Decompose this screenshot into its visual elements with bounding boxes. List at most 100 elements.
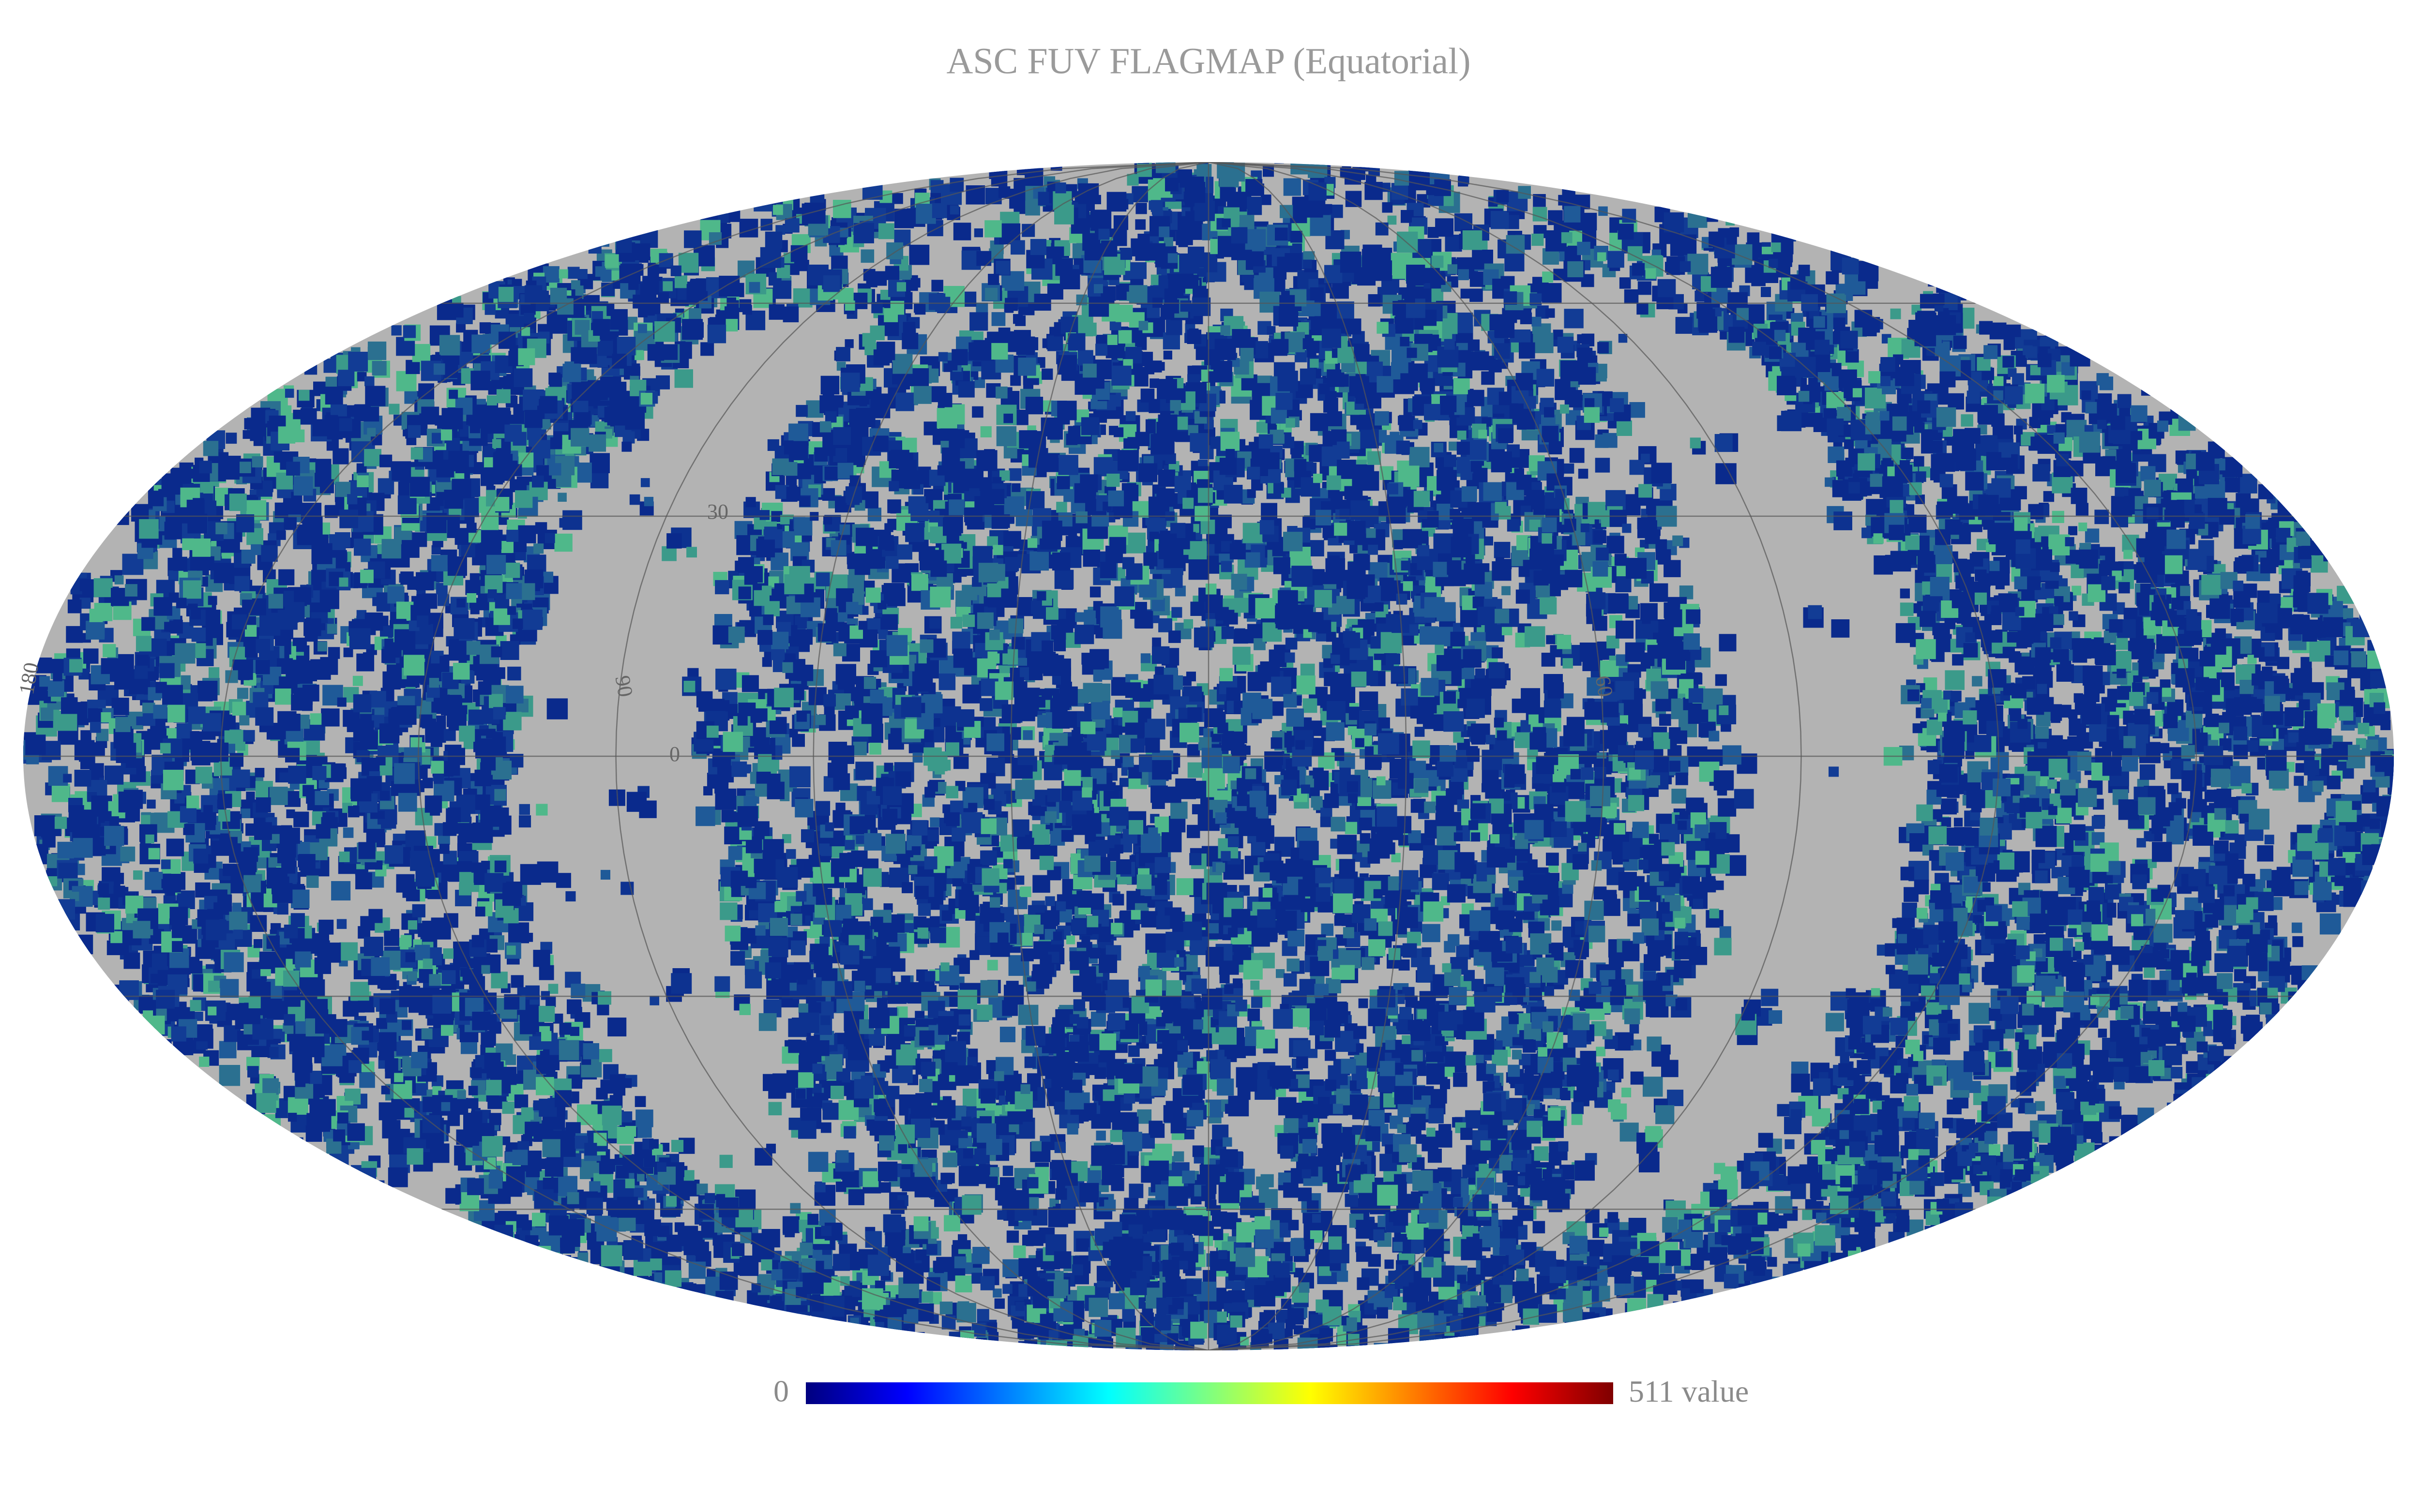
coverage-pixel bbox=[1873, 1257, 1883, 1267]
coverage-pixel bbox=[443, 729, 456, 741]
coverage-pixel bbox=[949, 1332, 960, 1343]
coverage-pixel bbox=[627, 1285, 640, 1298]
coverage-pixel bbox=[539, 965, 554, 980]
coverage-pixel bbox=[790, 1203, 801, 1214]
coverage-pixel bbox=[942, 804, 952, 813]
coverage-pixel bbox=[1948, 1023, 1958, 1034]
coverage-pixel bbox=[1053, 639, 1066, 652]
coverage-pixel bbox=[855, 762, 874, 780]
coverage-pixel bbox=[1422, 947, 1432, 957]
coverage-pixel bbox=[352, 675, 363, 686]
coverage-pixel bbox=[1358, 998, 1368, 1008]
coverage-pixel bbox=[1042, 368, 1053, 380]
coverage-pixel bbox=[1165, 318, 1182, 335]
coverage-pixel bbox=[480, 1229, 495, 1244]
coverage-pixel bbox=[1564, 939, 1573, 948]
coverage-pixel bbox=[1771, 1276, 1793, 1298]
coverage-pixel bbox=[468, 1098, 479, 1109]
coverage-pixel bbox=[1529, 1332, 1538, 1341]
coverage-pixel bbox=[1031, 1345, 1051, 1350]
coverage-pixel bbox=[994, 1298, 1005, 1309]
coverage-pixel bbox=[1368, 294, 1381, 307]
coverage-pixel bbox=[815, 1181, 826, 1193]
coverage-pixel bbox=[1890, 1075, 1908, 1093]
coverage-pixel bbox=[1694, 290, 1706, 302]
coverage-pixel bbox=[1417, 965, 1435, 983]
coverage-pixel bbox=[598, 991, 611, 1005]
coverage-pixel bbox=[2292, 936, 2303, 947]
coverage-pixel bbox=[1449, 441, 1458, 451]
coverage-pixel bbox=[519, 804, 530, 815]
coverage-pixel bbox=[2032, 464, 2050, 482]
coverage-pixel bbox=[1888, 1231, 1905, 1248]
coverage-pixel bbox=[278, 569, 295, 585]
coverage-pixel bbox=[525, 1235, 539, 1249]
coverage-pixel bbox=[796, 404, 808, 417]
coverage-pixel bbox=[975, 1344, 993, 1350]
coverage-pixel bbox=[1457, 1274, 1467, 1284]
coverage-pixel bbox=[1494, 541, 1511, 558]
coverage-pixel bbox=[567, 999, 582, 1014]
coverage-pixel bbox=[742, 305, 752, 315]
coverage-pixel bbox=[845, 339, 854, 348]
coverage-pixel bbox=[2068, 526, 2077, 536]
coverage-pixel bbox=[1673, 1301, 1685, 1314]
coverage-pixel bbox=[1122, 1309, 1135, 1322]
coverage-pixel bbox=[2035, 1101, 2045, 1111]
coverage-pixel bbox=[1648, 1314, 1660, 1325]
coverage-pixel bbox=[590, 453, 610, 473]
coverage-pixel bbox=[1473, 1349, 1493, 1350]
coverage-pixel bbox=[1411, 1240, 1425, 1254]
coverage-pixel bbox=[922, 1291, 933, 1303]
coverage-pixel bbox=[199, 1056, 210, 1067]
coverage-pixel bbox=[519, 1247, 532, 1261]
coverage-pixel bbox=[1667, 1090, 1684, 1107]
coverage-pixel bbox=[1128, 533, 1141, 546]
coverage-pixel bbox=[1761, 287, 1771, 297]
coverage-pixel bbox=[1619, 277, 1631, 289]
map-title: ASC FUV FLAGMAP (Equatorial) bbox=[946, 41, 1470, 81]
coverage-pixel bbox=[988, 1332, 999, 1342]
coverage-pixel bbox=[1965, 697, 1976, 708]
coverage-pixel bbox=[1065, 536, 1078, 548]
coverage-pixel bbox=[1125, 411, 1136, 421]
coverage-pixel bbox=[1702, 879, 1716, 893]
coverage-pixel bbox=[2011, 1098, 2020, 1108]
coverage-pixel bbox=[2205, 714, 2219, 727]
coverage-pixel bbox=[1466, 1338, 1485, 1350]
coverage-pixel bbox=[1658, 1313, 1667, 1322]
coverage-pixel bbox=[336, 919, 347, 929]
coverage-pixel bbox=[526, 1245, 544, 1263]
coverage-pixel bbox=[1045, 1349, 1065, 1350]
coverage-pixel bbox=[2198, 540, 2214, 556]
coverage-pixel bbox=[2178, 1002, 2188, 1012]
coverage-pixel bbox=[1512, 1329, 1522, 1339]
coverage-pixel bbox=[545, 997, 556, 1007]
coverage-pixel bbox=[113, 509, 129, 525]
coverage-pixel bbox=[285, 389, 294, 398]
coverage-pixel bbox=[1968, 1003, 1990, 1024]
coverage-pixel bbox=[104, 765, 124, 785]
coverage-pixel bbox=[1158, 618, 1172, 632]
coverage-pixel bbox=[1470, 1334, 1486, 1350]
coverage-pixel bbox=[1286, 958, 1300, 972]
coverage-pixel bbox=[884, 763, 893, 772]
coverage-pixel bbox=[830, 247, 840, 257]
coverage-pixel bbox=[2107, 715, 2119, 727]
coverage-pixel bbox=[1393, 540, 1403, 550]
coverage-pixel bbox=[1482, 768, 1499, 785]
coverage-pixel bbox=[2234, 969, 2247, 982]
coverage-pixel bbox=[356, 653, 375, 672]
coverage-pixel bbox=[1437, 1168, 1452, 1182]
coverage-pixel bbox=[1995, 1051, 2012, 1067]
coverage-pixel bbox=[2294, 881, 2309, 895]
coverage-pixel bbox=[962, 614, 975, 627]
coverage-pixel bbox=[725, 319, 738, 332]
coverage-pixel bbox=[419, 714, 433, 728]
coverage-pixel bbox=[2254, 647, 2265, 658]
coverage-pixel bbox=[253, 939, 263, 948]
coverage-pixel bbox=[607, 1018, 627, 1037]
coverage-pixel bbox=[1924, 1226, 1945, 1246]
coverage-pixel bbox=[1152, 1143, 1172, 1164]
coverage-pixel bbox=[999, 1027, 1015, 1043]
